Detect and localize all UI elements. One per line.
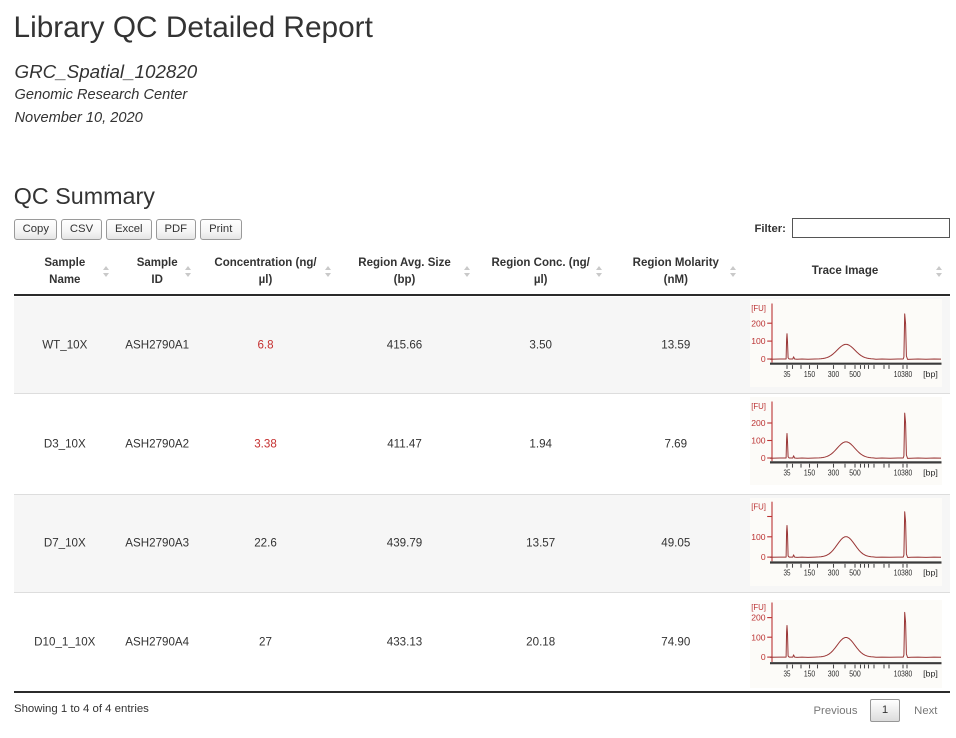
svg-text:35: 35 xyxy=(784,668,791,678)
svg-text:500: 500 xyxy=(849,369,861,379)
svg-text:150: 150 xyxy=(804,369,815,379)
svg-text:500: 500 xyxy=(849,467,861,477)
svg-text:[bp]: [bp] xyxy=(923,668,938,678)
svg-text:300: 300 xyxy=(828,567,840,577)
svg-text:10380: 10380 xyxy=(894,467,913,477)
svg-text:35: 35 xyxy=(784,467,791,477)
svg-text:0: 0 xyxy=(761,652,766,662)
svg-text:300: 300 xyxy=(828,369,840,379)
svg-text:0: 0 xyxy=(761,552,766,562)
svg-text:10380: 10380 xyxy=(894,567,913,577)
svg-text:[bp]: [bp] xyxy=(923,467,938,477)
svg-text:200: 200 xyxy=(751,319,766,329)
svg-text:0: 0 xyxy=(761,453,766,463)
svg-text:200: 200 xyxy=(751,612,766,622)
svg-text:150: 150 xyxy=(804,467,815,477)
svg-text:[bp]: [bp] xyxy=(923,567,938,577)
svg-text:200: 200 xyxy=(751,418,766,428)
svg-text:0: 0 xyxy=(761,354,766,364)
svg-text:35: 35 xyxy=(784,567,791,577)
svg-text:300: 300 xyxy=(828,668,840,678)
svg-text:100: 100 xyxy=(751,435,766,445)
svg-text:[FU]: [FU] xyxy=(751,602,766,612)
svg-text:[FU]: [FU] xyxy=(751,303,766,313)
svg-text:35: 35 xyxy=(784,369,791,379)
svg-text:300: 300 xyxy=(828,467,840,477)
svg-text:[bp]: [bp] xyxy=(923,369,938,379)
svg-text:150: 150 xyxy=(804,567,815,577)
svg-text:[FU]: [FU] xyxy=(751,501,766,511)
svg-text:500: 500 xyxy=(849,567,861,577)
svg-text:500: 500 xyxy=(849,668,861,678)
svg-text:10380: 10380 xyxy=(894,668,913,678)
svg-text:100: 100 xyxy=(751,531,766,541)
svg-text:10380: 10380 xyxy=(894,369,913,379)
svg-text:100: 100 xyxy=(751,632,766,642)
svg-text:100: 100 xyxy=(751,336,766,346)
svg-text:[FU]: [FU] xyxy=(751,401,766,411)
svg-text:150: 150 xyxy=(804,668,815,678)
